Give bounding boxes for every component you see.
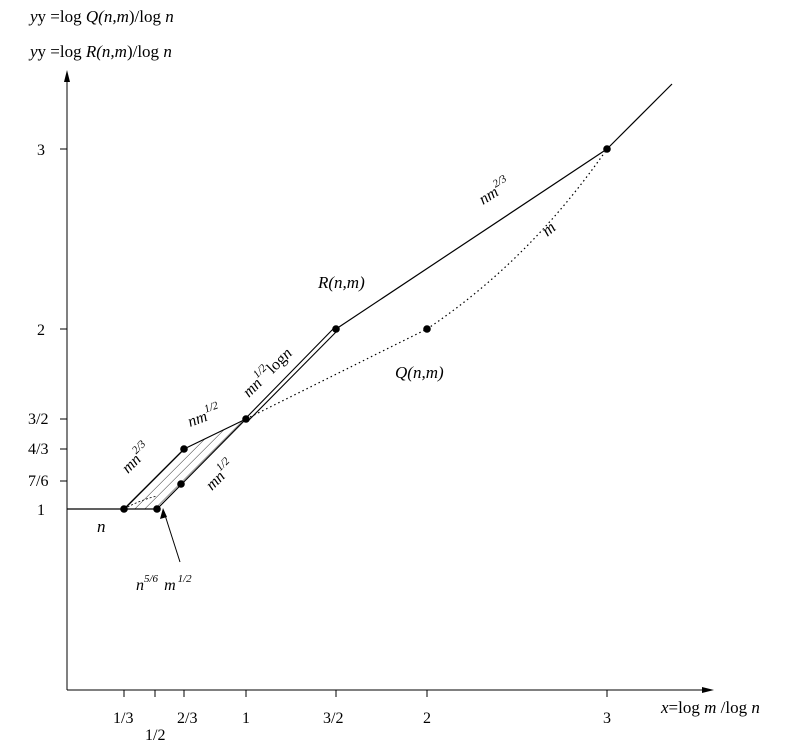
- line-tail: [606, 83, 673, 150]
- point-1-2: [153, 505, 161, 513]
- x-tick-1-3: 1/3: [113, 710, 133, 727]
- label-n56m12: n5/6 m 1/2: [136, 573, 192, 594]
- line-mn12logn-a: [245, 325, 337, 419]
- pointer-arrowhead: [160, 508, 167, 519]
- line-mn12: [156, 418, 247, 510]
- label-q-nm: Q(n,m): [395, 363, 444, 382]
- label-nm12: nm1/2: [184, 399, 223, 430]
- y-axis-label-r: yy =log R(n,m)/log n: [28, 42, 172, 61]
- label-mn12: mn1/2: [200, 455, 239, 494]
- y-tick-3: 3: [37, 142, 45, 159]
- label-mn23: mn2/3: [116, 438, 155, 477]
- y-tick-1: 1: [37, 502, 45, 519]
- point-1-3: [120, 505, 128, 513]
- point-2-3-upper: [180, 445, 188, 453]
- x-tick-2-3: 2/3: [177, 710, 197, 727]
- y-tick-4-3: 4/3: [28, 441, 48, 458]
- line-mn23: [123, 448, 185, 510]
- label-r-nm: R(n,m): [317, 273, 365, 292]
- label-m: m: [538, 218, 560, 240]
- y-axis-arrow: [64, 70, 70, 82]
- label-n: n: [97, 517, 106, 536]
- point-q-2: [423, 325, 431, 333]
- y-tick-7-6: 7/6: [28, 473, 48, 490]
- x-tick-3: 3: [603, 710, 611, 727]
- x-axis-label: x=log m /log n: [660, 698, 760, 717]
- y-tick-2: 2: [37, 322, 45, 339]
- point-3: [603, 145, 611, 153]
- x-axis-arrow: [702, 687, 714, 693]
- point-2-3-lower: [177, 480, 185, 488]
- line-nm23: [335, 148, 608, 330]
- point-r-2: [332, 325, 340, 333]
- x-tick-1-2: 1/2: [145, 727, 165, 743]
- line-m-dotted: [426, 148, 608, 330]
- y-axis-label-q: yy =log Q(n,m)/log n: [28, 7, 174, 26]
- point-1: [242, 415, 250, 423]
- x-tick-marks: [123, 690, 608, 697]
- y-tick-3-2: 3/2: [28, 411, 48, 428]
- line-nm12: [183, 418, 247, 450]
- x-tick-2: 2: [423, 710, 431, 727]
- label-mn12logn: mn1/2logn: [237, 342, 296, 401]
- x-tick-3-2: 3/2: [323, 710, 343, 727]
- hatched-region: [124, 419, 246, 509]
- x-tick-1: 1: [242, 710, 250, 727]
- points: [120, 145, 611, 513]
- line-mn12logn-b: [246, 330, 338, 423]
- y-tick-marks: [60, 148, 67, 482]
- label-nm23: nm2/3: [474, 173, 514, 209]
- dashed-inner-curve: [123, 495, 158, 510]
- pointer-line: [163, 511, 181, 563]
